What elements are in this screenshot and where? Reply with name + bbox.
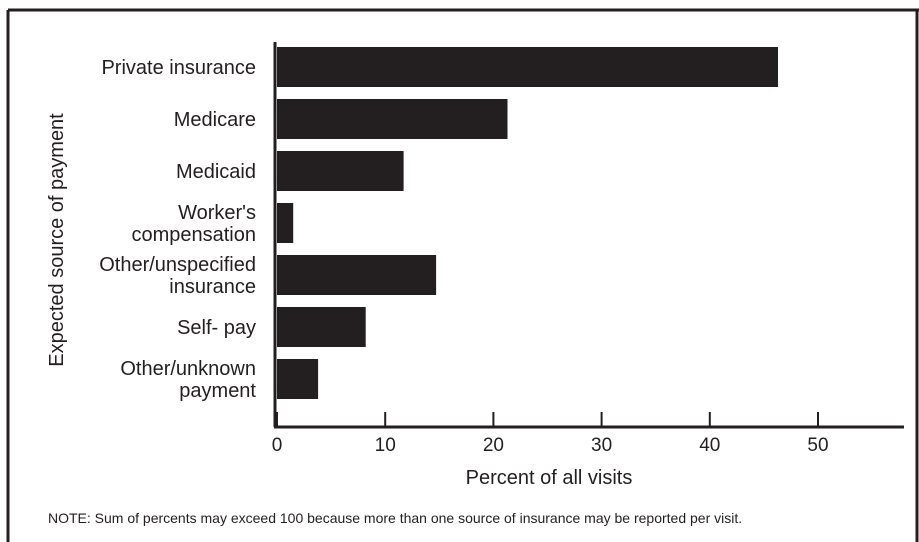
category-label: Medicare	[174, 109, 256, 131]
x-tick-label: 40	[699, 435, 720, 456]
bar-5	[277, 307, 366, 347]
category-label: Worker's	[178, 202, 256, 224]
x-tick-label: 50	[807, 435, 828, 456]
category-label: Other/unknown	[120, 358, 256, 380]
y-axis-title: Expected source of payment	[46, 113, 68, 367]
x-tick-label: 10	[375, 435, 396, 456]
bar-3	[277, 203, 294, 243]
category-label: Private insurance	[101, 57, 256, 79]
footnote: NOTE: Sum of percents may exceed 100 bec…	[48, 510, 743, 526]
x-ticks: 0 10 20 30 40 50	[272, 412, 829, 456]
category-label: payment	[179, 380, 256, 402]
category-label: Other/unspecified	[99, 254, 256, 276]
bar-0	[277, 47, 778, 87]
bars-group	[277, 47, 778, 399]
bar-6	[277, 359, 319, 399]
category-label: compensation	[131, 224, 256, 246]
x-tick-label: 20	[483, 435, 504, 456]
category-label: Self- pay	[177, 317, 256, 339]
category-label: insurance	[169, 276, 256, 298]
category-labels: Private insurance Medicare Medicaid Worker'…	[99, 57, 256, 402]
bar-4	[277, 255, 437, 295]
x-tick-label: 30	[591, 435, 612, 456]
category-label: Medicaid	[176, 161, 256, 183]
x-tick-label: 0	[272, 435, 283, 456]
bar-1	[277, 99, 508, 139]
bar-2	[277, 151, 404, 191]
x-axis-title: Percent of all visits	[466, 467, 633, 489]
